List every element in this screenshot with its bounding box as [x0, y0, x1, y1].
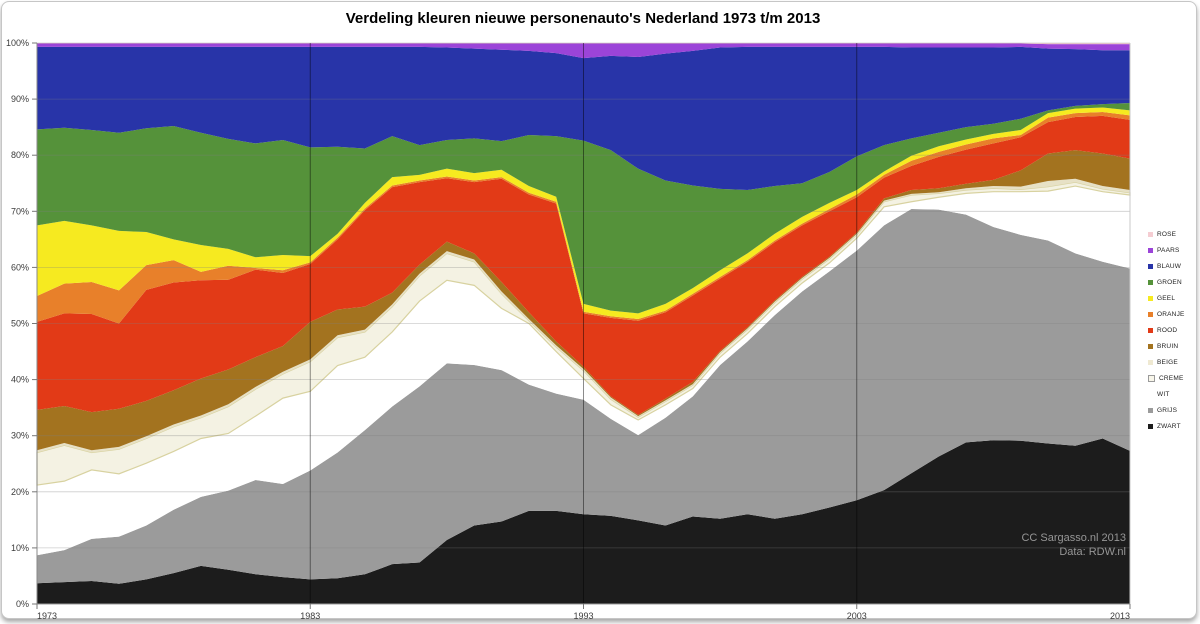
x-tick-label-1983: 1983: [300, 611, 320, 621]
legend-swatch-blauw-icon: [1148, 263, 1153, 269]
series-area-groen: [37, 103, 1130, 314]
series-area-rose: [37, 43, 1130, 45]
legend-item-geel: GEEL: [1148, 290, 1185, 306]
watermark-line2: Data: RDW.nl: [1059, 546, 1126, 558]
chart-legend: ROSE PAARS BLAUW GROEN GEEL ORANJE ROOD BRUIN BE…: [1148, 226, 1185, 434]
legend-label-rood: ROOD: [1157, 326, 1178, 334]
legend-label-wit: WIT: [1157, 390, 1170, 398]
legend-item-blauw: BLAUW: [1148, 258, 1185, 274]
legend-item-bruin: BRUIN: [1148, 338, 1185, 354]
y-tick-label-10%: 10%: [11, 543, 29, 553]
y-tick-label-50%: 50%: [11, 319, 29, 329]
legend-swatch-zwart-icon: [1148, 423, 1153, 429]
legend-label-groen: GROEN: [1157, 278, 1182, 286]
legend-item-groen: GROEN: [1148, 274, 1185, 290]
chart-title: Verdeling kleuren nieuwe personenauto's …: [345, 10, 821, 27]
legend-label-blauw: BLAUW: [1157, 262, 1182, 270]
legend-swatch-oranje-icon: [1148, 311, 1153, 317]
legend-item-wit: WIT: [1148, 386, 1185, 402]
legend-swatch-creme-icon: [1148, 374, 1155, 382]
legend-label-oranje: ORANJE: [1157, 310, 1185, 318]
legend-item-zwart: ZWART: [1148, 418, 1185, 434]
legend-item-oranje: ORANJE: [1148, 306, 1185, 322]
legend-swatch-groen-icon: [1148, 279, 1153, 285]
legend-item-rood: ROOD: [1148, 322, 1185, 338]
legend-item-rose: ROSE: [1148, 226, 1185, 242]
watermark: CC Sargasso.nl 2013 Data: RDW.nl: [1021, 531, 1126, 559]
y-tick-label-40%: 40%: [11, 375, 29, 385]
y-tick-label-90%: 90%: [11, 94, 29, 104]
legend-label-beige: BEIGE: [1157, 358, 1178, 366]
legend-swatch-wit-icon: [1148, 391, 1153, 397]
legend-label-creme: CREME: [1159, 374, 1184, 382]
y-tick-label-20%: 20%: [11, 487, 29, 497]
series-area-bruin: [37, 150, 1130, 451]
legend-item-creme: CREME: [1148, 370, 1185, 386]
legend-label-zwart: ZWART: [1157, 422, 1181, 430]
legend-swatch-bruin-icon: [1148, 343, 1153, 349]
legend-swatch-grijs-icon: [1148, 407, 1153, 413]
x-tick-label-2013: 2013: [1110, 611, 1130, 621]
x-tick-label-2003: 2003: [847, 611, 867, 621]
series-area-grijs: [37, 209, 1130, 584]
legend-label-geel: GEEL: [1157, 294, 1176, 302]
legend-swatch-rose-icon: [1148, 231, 1153, 237]
y-tick-label-100%: 100%: [6, 38, 29, 48]
legend-item-beige: BEIGE: [1148, 354, 1185, 370]
legend-item-grijs: GRIJS: [1148, 402, 1185, 418]
legend-label-paars: PAARS: [1157, 246, 1180, 254]
legend-swatch-rood-icon: [1148, 327, 1153, 333]
y-tick-label-30%: 30%: [11, 431, 29, 441]
y-tick-label-70%: 70%: [11, 206, 29, 216]
series-area-zwart: [37, 438, 1130, 604]
legend-swatch-geel-icon: [1148, 295, 1153, 301]
y-tick-label-80%: 80%: [11, 150, 29, 160]
legend-swatch-paars-icon: [1148, 247, 1153, 253]
legend-swatch-beige-icon: [1148, 359, 1153, 365]
watermark-line1: CC Sargasso.nl 2013: [1021, 532, 1126, 544]
legend-item-paars: PAARS: [1148, 242, 1185, 258]
y-tick-label-0%: 0%: [16, 599, 29, 609]
x-tick-label-1993: 1993: [573, 611, 593, 621]
x-tick-label-1973: 1973: [37, 611, 57, 621]
legend-label-rose: ROSE: [1157, 230, 1177, 238]
legend-label-bruin: BRUIN: [1157, 342, 1179, 350]
series-area-rood: [37, 115, 1130, 415]
series-area-blauw: [37, 46, 1130, 190]
y-tick-label-60%: 60%: [11, 262, 29, 272]
legend-label-grijs: GRIJS: [1157, 406, 1178, 414]
series-area-paars: [37, 43, 1130, 59]
series-area-wit: [37, 186, 1130, 556]
